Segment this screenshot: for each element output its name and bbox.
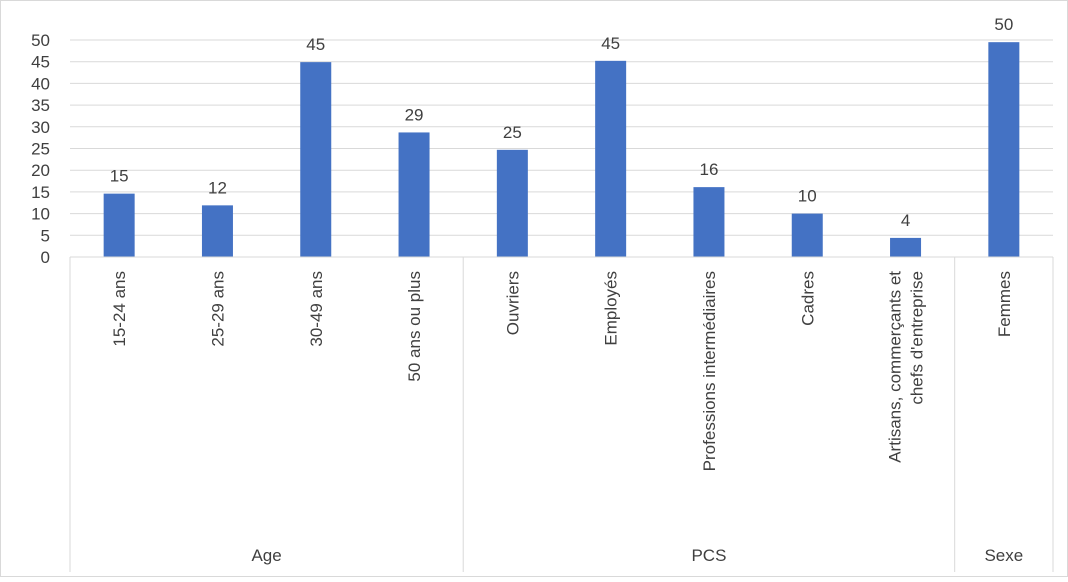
bar — [496, 149, 528, 257]
data-label: 45 — [306, 35, 325, 54]
y-axis-ticks: 0 5 10 15 20 25 30 35 40 45 50 — [31, 31, 50, 267]
x-tick-label: Cadres — [798, 271, 817, 326]
x-tick-label: Ouvriers — [503, 271, 522, 335]
x-tick-label: 50 ans ou plus — [405, 271, 424, 382]
y-tick-label: 50 — [31, 31, 50, 50]
x-tick-label: 25-29 ans — [208, 271, 227, 347]
y-tick-label: 10 — [31, 205, 50, 224]
data-label: 29 — [405, 105, 424, 124]
data-label: 12 — [208, 178, 227, 197]
data-labels: 15 12 45 29 25 45 16 10 4 50 — [110, 15, 1014, 230]
bar — [300, 62, 332, 257]
bar — [201, 205, 233, 257]
y-tick-label: 15 — [31, 183, 50, 202]
bar — [693, 187, 725, 257]
y-tick-label: 40 — [31, 74, 50, 93]
bar — [791, 213, 823, 257]
x-tick-label: Professions intermédiaires — [700, 271, 719, 471]
data-label: 45 — [601, 34, 620, 53]
y-tick-label: 20 — [31, 161, 50, 180]
data-label: 50 — [994, 15, 1013, 34]
y-tick-label: 0 — [41, 248, 50, 267]
y-tick-label: 25 — [31, 140, 50, 159]
bar — [398, 132, 430, 257]
group-label: PCS — [691, 546, 726, 565]
y-tick-label: 30 — [31, 118, 50, 137]
data-label: 16 — [699, 160, 718, 179]
y-tick-label: 5 — [41, 226, 50, 245]
group-label: Sexe — [984, 546, 1023, 565]
x-tick-label: Femmes — [995, 271, 1014, 337]
x-axis: 15-24 ans 25-29 ans 30-49 ans 50 ans ou plu… — [69, 256, 1054, 572]
x-tick-label: 30-49 ans — [307, 271, 326, 347]
bar — [595, 60, 627, 257]
data-label: 25 — [503, 123, 522, 142]
data-label: 15 — [110, 167, 129, 186]
x-tick-label: 15-24 ans — [110, 271, 129, 347]
x-tick-label: Employés — [602, 271, 621, 346]
y-tick-label: 35 — [31, 96, 50, 115]
gridlines — [70, 39, 1053, 236]
bar — [890, 237, 922, 257]
group-label: Age — [251, 546, 281, 565]
data-label: 4 — [901, 211, 910, 230]
bar — [103, 193, 135, 257]
data-label: 10 — [798, 187, 817, 206]
bars — [103, 42, 1020, 257]
bar — [988, 42, 1020, 257]
y-tick-label: 45 — [31, 53, 50, 72]
x-tick-label: Artisans, commerçants et chefs d'entrepri… — [886, 271, 927, 463]
